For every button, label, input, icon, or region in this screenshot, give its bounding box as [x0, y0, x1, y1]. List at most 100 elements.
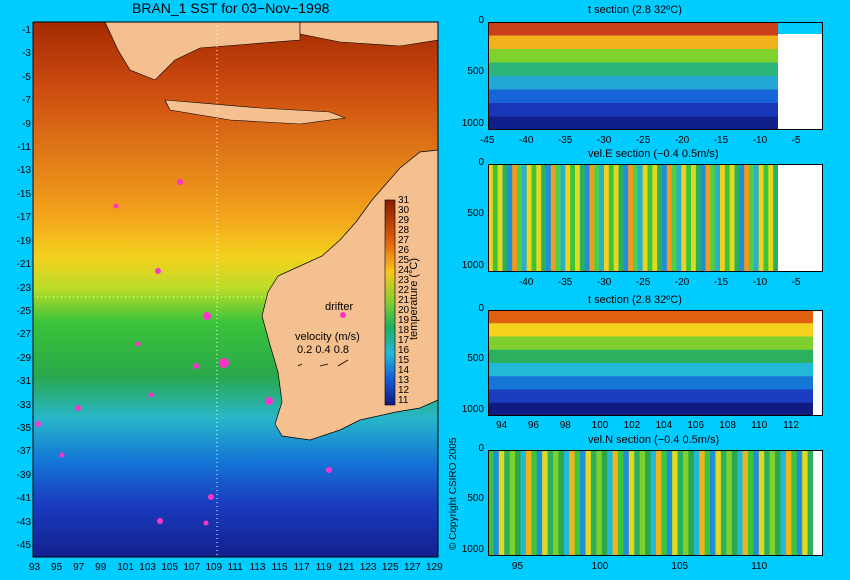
velocity-column — [584, 164, 591, 272]
velocity-column — [652, 164, 659, 272]
velocity-column — [657, 164, 663, 272]
map-title: BRAN_1 SST for 03−Nov−1998 — [132, 0, 330, 16]
section-x-tick-label: 96 — [527, 420, 539, 431]
velocity-column — [623, 164, 630, 272]
velocity-column — [623, 450, 630, 556]
temperature-band — [488, 89, 778, 104]
temperature-band — [488, 62, 778, 77]
section-frame — [488, 450, 823, 556]
temperature-band — [488, 363, 813, 378]
velocity-column — [677, 450, 684, 556]
velocity-column — [517, 164, 523, 272]
section-x-tick-label: -35 — [557, 135, 573, 146]
temperature-band — [488, 336, 813, 351]
velocity-column — [574, 450, 582, 556]
temperature-band — [488, 116, 778, 130]
velocity-column — [695, 164, 702, 272]
velocity-column — [763, 164, 770, 272]
lat-tick-label: -37 — [16, 446, 31, 458]
lon-tick-label: 117 — [293, 562, 310, 573]
section-y-tick-label: 0 — [478, 15, 484, 26]
velocity-column — [547, 450, 554, 556]
velocity-column — [612, 450, 619, 556]
velocity-column — [758, 164, 765, 272]
velocity-column — [515, 450, 522, 556]
section-x-tick-label: 105 — [671, 561, 689, 572]
velocity-column — [521, 164, 528, 272]
velocity-column — [565, 164, 572, 272]
velocity-column — [493, 450, 500, 556]
velocity-column — [601, 450, 609, 556]
velocity-column — [607, 450, 614, 556]
velocity-column — [569, 450, 576, 556]
velocity-column — [802, 450, 809, 556]
lat-tick-label: -23 — [16, 282, 31, 294]
section-x-tick-label: 108 — [719, 420, 736, 431]
colorbar-tick-label: 29 — [398, 215, 410, 226]
lat-axis: -1 -3 -5 -7 -9 -11 -13 -15 -17 -19 -21 -23 -25 -27 -29… — [0, 22, 33, 557]
velocity-column — [536, 164, 543, 272]
velocity-column — [796, 450, 804, 556]
section-y-tick-label: 1000 — [461, 403, 484, 415]
sst-map — [32, 21, 439, 558]
velocity-column — [726, 450, 733, 556]
velocity-column — [531, 164, 538, 272]
lat-tick-label: -33 — [16, 399, 31, 411]
section-title: t section (2.8 32ºC) — [588, 294, 682, 306]
section-x-tick-label: -20 — [674, 135, 690, 146]
velocity-column — [650, 450, 657, 556]
velocity-column — [589, 164, 596, 272]
lon-tick-label: 109 — [205, 562, 223, 573]
section-x-tick-label: -40 — [518, 135, 534, 146]
lon-tick-label: 103 — [139, 562, 156, 573]
colorbar-tick-label: 20 — [398, 305, 410, 316]
velocity-column — [807, 450, 814, 556]
velocity-column — [590, 450, 598, 556]
velocity-column — [628, 164, 634, 272]
lon-tick-label: 111 — [227, 562, 243, 573]
lon-tick-label: 105 — [161, 562, 179, 573]
velocity-column — [599, 164, 605, 272]
land-mask — [813, 310, 823, 416]
velocity-column — [710, 164, 717, 272]
velocity-column — [686, 164, 692, 272]
section-y-tick-label: 500 — [467, 208, 484, 220]
lat-tick-label: -21 — [16, 259, 31, 271]
colorbar-ticks: 31 30 29 28 27 26 25 24 23 22 21 20 19 18 17 16 15 14 13 12… — [398, 195, 418, 408]
velocity-column — [526, 164, 533, 272]
colorbar-tick-label: 15 — [398, 355, 410, 366]
velocity-column — [775, 450, 782, 556]
section-x-tick-label: 98 — [559, 420, 571, 431]
section-plot — [488, 22, 823, 130]
velocity-column — [744, 164, 750, 272]
velocity-column — [645, 450, 652, 556]
velocity-column — [488, 450, 495, 556]
section-x-tick-label: 102 — [623, 420, 641, 431]
colorbar-tick-label: 27 — [398, 235, 410, 246]
velocity-column — [791, 450, 798, 556]
velocity-column — [739, 164, 746, 272]
section-plot — [488, 450, 823, 556]
velocity-column — [731, 450, 739, 556]
colorbar-label: temperature (°C) — [408, 257, 420, 340]
lat-tick-label: -35 — [16, 422, 31, 434]
velocity-column — [768, 164, 775, 272]
temperature-band — [488, 389, 813, 404]
lon-tick-label: 125 — [381, 562, 399, 573]
velocity-column — [710, 450, 717, 556]
colorbar-tick-label: 22 — [398, 285, 410, 296]
velocity-label: velocity (m/s) — [295, 331, 360, 343]
temperature-band — [488, 349, 813, 364]
velocity-column — [520, 450, 527, 556]
velocity-column — [509, 450, 517, 556]
velocity-column — [699, 450, 706, 556]
section-y-tick-label: 0 — [478, 157, 484, 168]
velocity-column — [553, 450, 560, 556]
colorbar-tick-label: 14 — [398, 365, 410, 376]
velocity-column — [688, 450, 695, 556]
section-x-tick-label: 106 — [687, 420, 705, 431]
velocity-column — [780, 450, 787, 556]
section-x-tick-label: -45 — [480, 135, 495, 146]
lat-tick-label: -1 — [22, 25, 31, 36]
velocity-column — [639, 450, 647, 556]
